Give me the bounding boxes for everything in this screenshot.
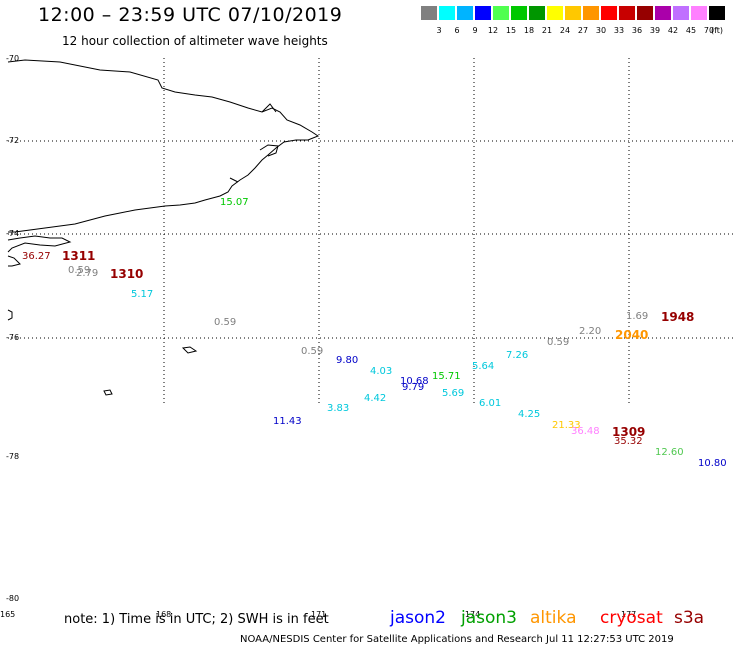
coastline-inlet [229,103,279,183]
legend-jason2: jason2 [390,608,446,628]
orbit-number-label: 2040 [615,328,649,342]
wave-height-label: 9.79 [402,382,425,393]
color-scale-label: 12 [487,26,499,35]
color-scale-swatch [619,6,635,20]
color-scale-label: 36 [631,26,643,35]
wave-height-label: 10.68 [400,376,429,387]
page-subtitle: 12 hour collection of altimeter wave hei… [62,34,328,48]
wave-height-label: 1.69 [626,311,649,322]
units-note: note: 1) Time is in UTC; 2) SWH is in fe… [64,612,329,627]
wave-height-label: 7.26 [506,350,529,361]
wave-height-label: 6.01 [479,398,502,409]
color-scale-swatch [475,6,491,20]
wave-height-label: 5.64 [472,361,495,372]
lon-label: 171 [311,610,327,619]
wave-height-label: 10.80 [698,458,727,469]
page-title: 12:00 – 23:59 UTC 07/10/2019 [38,4,343,26]
wave-height-label: 9.80 [336,355,359,366]
color-scale-label: 70 [703,26,715,35]
wave-height-label: 3.83 [327,403,350,414]
wave-height-label: 0.59 [547,337,570,348]
wave-height-label: 21.33 [552,420,581,431]
color-scale-label: 15 [505,26,517,35]
lat-label: -70 [6,54,20,63]
color-scale-swatch [709,6,725,20]
wave-height-label: 12.60 [655,447,684,458]
map-grid [8,58,734,406]
wave-height-label: 15.07 [220,197,249,208]
color-scale-swatch [511,6,527,20]
legend-altika: altika [530,608,577,628]
color-scale-swatch [637,6,653,20]
lat-label: -80 [6,594,20,603]
wave-height-label: 2.79 [76,268,99,279]
color-scale-label: 42 [667,26,679,35]
color-scale-unit: (ft) [711,26,724,35]
wave-height-label: 11.43 [273,416,302,427]
color-scale-swatch [529,6,545,20]
color-scale-swatch [655,6,671,20]
legend-jason3: jason3 [461,608,517,628]
color-scale-swatch [565,6,581,20]
wave-height-label: 36.48 [571,426,600,437]
color-scale-label: 30 [595,26,607,35]
wave-height-label: 5.69 [442,388,465,399]
lon-label: 168 [156,610,172,619]
color-scale-swatch [547,6,563,20]
wave-height-label: 15.71 [432,371,461,382]
island [7,309,198,396]
wave-height-label: 35.32 [614,436,643,447]
orbit-number-label: 1310 [110,267,144,281]
orbit-number-label: 1311 [62,249,96,263]
legend-cryosat: cryosat [600,608,663,628]
orbit-number-label: 1948 [661,310,695,324]
coastline [7,59,320,233]
wave-height-label: 4.42 [364,393,387,404]
ice-shelf-edge [7,235,72,267]
color-scale-label: 6 [454,26,460,35]
lon-label: -174 [462,610,481,619]
lon-label: 177 [621,610,637,619]
wave-height-label: 2.20 [579,326,602,337]
wave-height-label: 36.27 [22,251,51,262]
color-scale-swatch [691,6,707,20]
color-scale-swatch [421,6,437,20]
color-scale-label: 27 [577,26,589,35]
orbit-number-label: 1309 [612,425,646,439]
wave-height-label: 0.59 [214,317,237,328]
color-scale-label: 39 [649,26,661,35]
lat-label: -76 [6,333,20,342]
color-scale-label: 18 [523,26,535,35]
lat-label: -74 [6,229,20,238]
color-scale-label: 33 [613,26,625,35]
lat-label: -78 [6,452,20,461]
lat-label: -72 [6,136,20,145]
color-scale-swatch [673,6,689,20]
color-scale-swatch [583,6,599,20]
wave-height-label: 0.59 [68,265,91,276]
color-scale-label: 3 [436,26,442,35]
wave-height-label: 4.03 [370,366,393,377]
color-scale-label: 45 [685,26,697,35]
color-scale-label: 21 [541,26,553,35]
color-scale-swatch [457,6,473,20]
color-scale-label: 9 [472,26,478,35]
wave-height-label: 5.17 [131,289,154,300]
footer-credit: NOAA/NESDIS Center for Satellite Applica… [240,634,674,645]
legend-s3a: s3a [674,608,705,628]
color-scale-label: 24 [559,26,571,35]
color-scale-swatch [493,6,509,20]
wave-height-label: 4.25 [518,409,541,420]
color-scale-swatch [601,6,617,20]
wave-height-label: 0.59 [301,346,324,357]
lon-label: 165 [0,610,16,619]
color-scale-swatch [439,6,455,20]
